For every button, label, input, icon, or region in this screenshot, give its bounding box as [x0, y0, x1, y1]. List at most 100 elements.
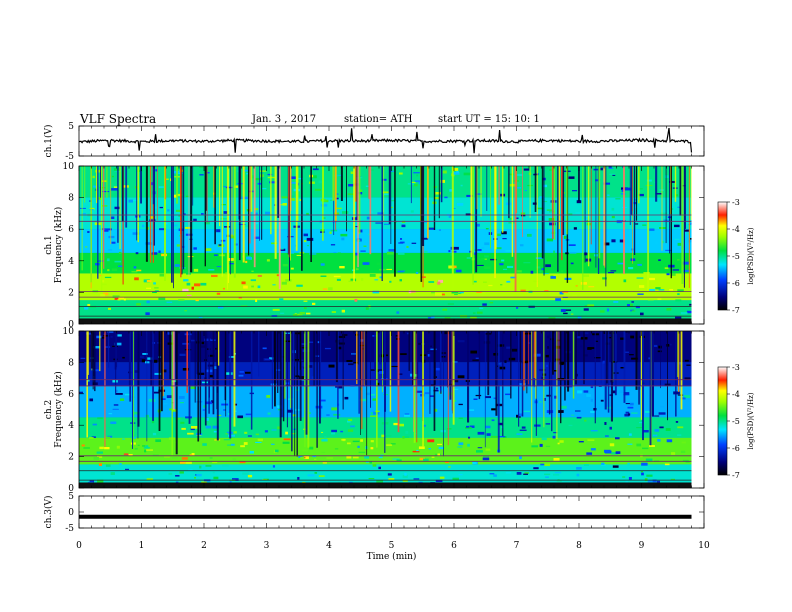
ch2-spectrogram-speckle [521, 426, 526, 429]
ch2-spectrogram-speckle [429, 345, 432, 347]
ch1-spectrogram-speckle [686, 232, 690, 235]
ch2-spectrogram-speckle [140, 355, 144, 358]
ch1-spectrogram-speckle [178, 299, 185, 301]
ch1-spectrogram-speckle [664, 175, 669, 179]
ch2-spectrogram-speckle [628, 477, 632, 480]
ch1-spectrogram-speckle [568, 176, 575, 179]
ch2-spectrogram-speckle [199, 465, 202, 469]
ch1-spectrogram-speckle [609, 173, 616, 175]
ch2-spectrogram-speckle [653, 344, 658, 348]
ch1-spectrogram-speckle [303, 300, 308, 302]
ch1-spectrogram-speckle [563, 312, 568, 315]
ch2-spectrogram-speckle [505, 393, 511, 396]
ch2-spectrogram-speckle [318, 475, 325, 477]
ch2-spectrogram-speckle [205, 464, 212, 467]
ch2-spectrogram-speckle [340, 430, 343, 433]
ch2-spectrogram-streak [389, 331, 392, 412]
ch1-spectrogram-speckle [281, 281, 287, 285]
ch1-spectrogram-colorbar-label: log(PSD)(V²/Hz) [747, 227, 755, 284]
ch2-spectrogram-streak [649, 331, 652, 446]
ch1-spectrogram-speckle [398, 242, 404, 244]
ch1-spectrogram-speckle [341, 309, 346, 313]
ch2-spectrogram-speckle [227, 444, 233, 446]
ch1-spectrogram-ytick-label: 4 [68, 257, 74, 267]
ch1-spectrogram-streak [557, 166, 559, 272]
ch1-spectrogram-speckle [386, 251, 394, 255]
ch1-spectrogram-speckle [92, 290, 99, 293]
ch2-spectrogram-streak [86, 331, 88, 438]
ch1-spectrogram-speckle [391, 200, 395, 202]
ch2-spectrogram-speckle [607, 337, 612, 339]
ch2-spectrogram-streak [564, 331, 566, 401]
ch2-spectrogram-speckle [553, 458, 560, 461]
ch2-spectrogram-speckle [424, 392, 430, 395]
ch2-spectrogram-speckle [544, 463, 551, 467]
ch1-spectrogram-speckle [154, 290, 159, 292]
ch2-spectrogram-streak [594, 331, 596, 424]
ch2-spectrogram-streak [651, 331, 654, 416]
ch2-spectrogram-speckle [228, 356, 235, 358]
ch2-spectrogram-streak [440, 331, 442, 394]
ch1-spectrogram-streak [369, 166, 372, 255]
ch1-spectrogram-speckle [174, 264, 180, 267]
ch1-spectrogram-speckle [272, 308, 280, 311]
ch1-spectrogram-speckle [553, 250, 556, 253]
ch1-spectrogram-speckle [243, 285, 248, 289]
ch1-spectrogram-speckle [457, 203, 464, 206]
ch2-spectrogram-speckle [104, 447, 110, 450]
ch2-spectrogram-speckle [602, 360, 606, 364]
ch2-spectrogram-streak [484, 331, 486, 448]
ch2-spectrogram-speckle [645, 458, 653, 462]
ch2-spectrogram-streak [175, 331, 178, 455]
ch1-spectrogram-speckle [602, 277, 607, 280]
ch1-spectrogram-speckle [520, 212, 526, 216]
ch1-spectrogram-streak [508, 166, 510, 219]
ch2-spectrogram-speckle [680, 397, 686, 400]
ch1-spectrogram-speckle [262, 187, 267, 190]
ch1-spectrogram-speckle [297, 313, 303, 316]
ch1-spectrogram-speckle [218, 244, 222, 246]
ch2-spectrogram-speckle [243, 442, 248, 445]
ch1-spectrogram-speckle [560, 264, 565, 268]
ch1-spectrogram-speckle [359, 189, 363, 193]
ch1-spectrogram-streak [296, 166, 299, 222]
ch2-spectrogram-speckle [303, 456, 309, 459]
ch2-spectrogram-streak [319, 331, 321, 424]
ch1-spectrogram-speckle [454, 293, 458, 296]
ch2-spectrogram-speckle [451, 379, 459, 383]
ch2-spectrogram-speckle [404, 436, 410, 438]
ch2-spectrogram-speckle [209, 457, 213, 459]
ch2-spectrogram-streak [87, 331, 89, 375]
ch2-spectrogram-streak [335, 331, 338, 383]
ch1-spectrogram-speckle [200, 282, 207, 286]
ch1-spectrogram-speckle [675, 194, 679, 197]
ch2-spectrogram-speckle [453, 400, 457, 402]
ch1-spectrogram-streak [226, 166, 228, 290]
ch1-spectrogram-streak [638, 166, 640, 204]
ch1-spectrogram-streak [582, 166, 584, 290]
ch1-spectrogram-speckle [686, 222, 691, 225]
ch1-spectrogram-speckle [573, 227, 577, 230]
ch2-spectrogram-speckle [294, 408, 302, 411]
ch1-spectrogram-lowband [79, 318, 692, 324]
ch1-spectrogram-speckle [502, 238, 507, 240]
ch1-spectrogram-speckle [536, 266, 541, 269]
ch2-spectrogram-speckle [472, 461, 477, 464]
ch2-spectrogram-speckle [649, 445, 655, 447]
ch1-spectrogram-speckle [216, 266, 222, 268]
ch2-spectrogram-speckle [420, 393, 425, 397]
ch2-spectrogram-speckle [175, 481, 179, 483]
ch2-spectrogram-speckle [166, 395, 172, 399]
ch1-spectrogram-speckle [688, 239, 694, 243]
ch1-spectrogram-speckle [383, 280, 391, 283]
ch1-spectrogram-speckle [184, 310, 187, 312]
ch1-spectrogram-speckle [503, 268, 508, 270]
ch1-spectrogram-speckle [149, 219, 156, 222]
ch1-spectrogram-speckle [527, 233, 532, 237]
ch1-spectrogram-speckle [448, 215, 452, 218]
ch1-spectrogram-ytick-label: 10 [63, 162, 75, 172]
ch2-spectrogram-speckle [497, 344, 505, 347]
ch1-spectrogram-speckle [619, 239, 625, 243]
ch1-spectrogram-streak [605, 166, 607, 287]
ch2-spectrogram-speckle [468, 409, 475, 411]
